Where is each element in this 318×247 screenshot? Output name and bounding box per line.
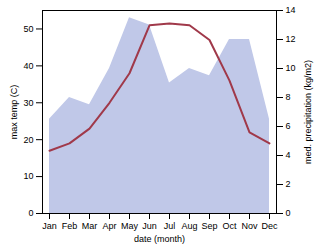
svg-text:30: 30	[23, 98, 33, 108]
svg-text:max temp (C): max temp (C)	[9, 85, 19, 140]
svg-text:2: 2	[286, 179, 291, 189]
svg-text:Feb: Feb	[62, 221, 78, 231]
svg-text:May: May	[121, 221, 139, 231]
svg-text:date (month): date (month)	[134, 234, 185, 244]
svg-text:Aug: Aug	[181, 221, 197, 231]
svg-text:Jun: Jun	[142, 221, 157, 231]
svg-text:Jul: Jul	[164, 221, 176, 231]
svg-text:50: 50	[23, 24, 33, 34]
svg-text:10: 10	[286, 63, 296, 73]
svg-text:40: 40	[23, 61, 33, 71]
svg-text:Apr: Apr	[102, 221, 116, 231]
svg-text:Mar: Mar	[82, 221, 98, 231]
svg-text:Dec: Dec	[261, 221, 278, 231]
svg-text:Oct: Oct	[222, 221, 237, 231]
svg-text:4: 4	[286, 150, 291, 160]
svg-text:6: 6	[286, 121, 291, 131]
svg-text:8: 8	[286, 92, 291, 102]
svg-text:14: 14	[286, 5, 296, 15]
svg-text:20: 20	[23, 135, 33, 145]
svg-text:0: 0	[28, 208, 33, 218]
svg-text:10: 10	[23, 171, 33, 181]
svg-text:Nov: Nov	[241, 221, 258, 231]
svg-text:med. precipitation (kg/m2): med. precipitation (kg/m2)	[303, 60, 313, 164]
svg-text:12: 12	[286, 34, 296, 44]
svg-text:Sep: Sep	[201, 221, 217, 231]
svg-text:Jan: Jan	[42, 221, 57, 231]
svg-text:0: 0	[286, 208, 291, 218]
